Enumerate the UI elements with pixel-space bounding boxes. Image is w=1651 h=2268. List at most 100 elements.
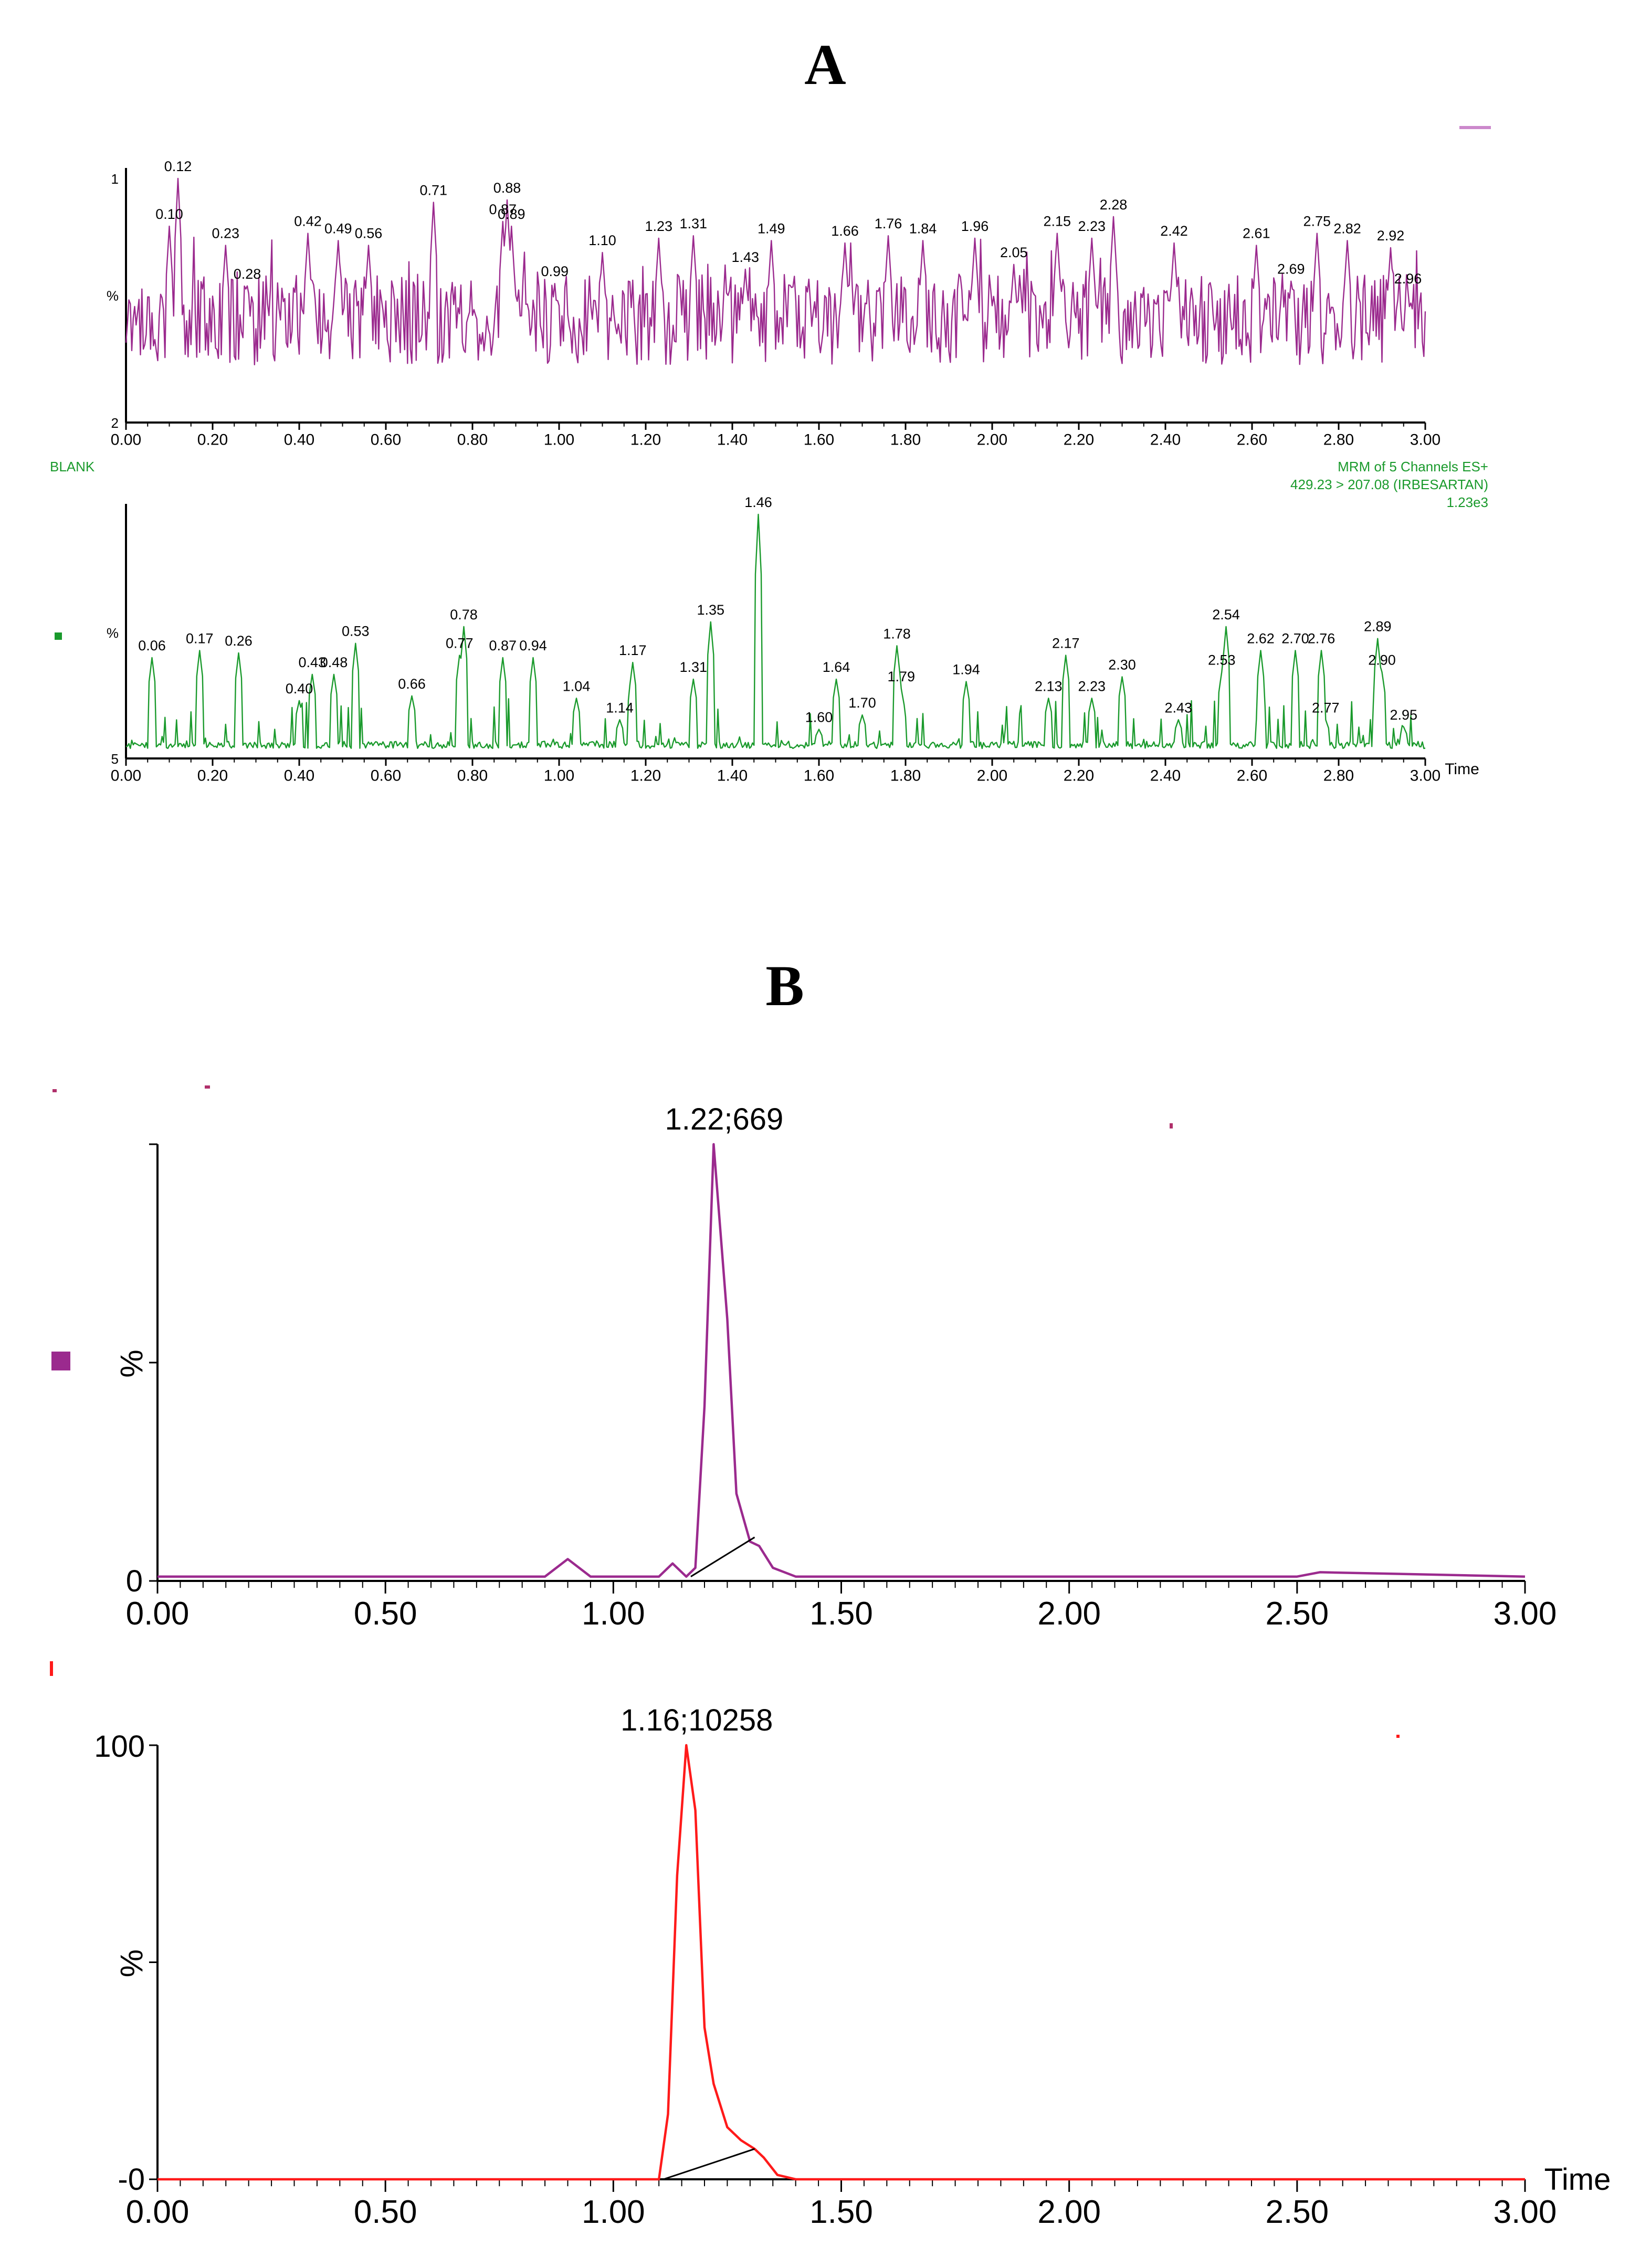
chart-a-top: 0.00 0.20 0.40 0.60 0.80 1.00 1.20 1.40 1.60 1.80…	[107, 159, 1440, 449]
x-tick-label: 2.80	[1323, 767, 1354, 785]
y-tick-label: -0	[118, 2162, 145, 2197]
peak-label: 2.13	[1035, 678, 1063, 694]
peak-label: 2.43	[1164, 700, 1192, 715]
chromatogram-trace	[157, 1143, 1526, 1578]
chromatogram-trace	[157, 1744, 1525, 2181]
x-tick-label: 1.50	[809, 2194, 873, 2230]
x-tick-label: 0.60	[371, 431, 401, 449]
x-tick-label: 0.00	[126, 2194, 190, 2230]
peak-label: 1.31	[679, 659, 707, 675]
x-tick-label: 1.00	[544, 431, 574, 449]
x-tick-label: 2.40	[1150, 431, 1181, 449]
x-tick-label: 0.60	[371, 767, 401, 785]
peak-label: 0.40	[286, 681, 313, 697]
x-tick-label: 2.00	[977, 767, 1007, 785]
chart-title: 1.23e3	[1446, 494, 1488, 510]
scan-mark	[205, 1085, 210, 1089]
peak-label: 1.66	[831, 223, 859, 239]
peak-label: 2.69	[1277, 261, 1305, 277]
x-tick-label: 0.00	[111, 767, 141, 785]
x-tick-label: 0.00	[126, 1596, 190, 1632]
x-tick-label: 0.00	[111, 431, 141, 449]
peak-label: 2.17	[1052, 635, 1080, 651]
chart-title: MRM of 5 Channels ES+	[1338, 459, 1488, 474]
peak-label: 1.70	[848, 695, 876, 711]
peak-label: 0.28	[234, 266, 261, 282]
x-tick-label: 2.50	[1265, 2194, 1329, 2230]
legend-marker	[55, 632, 62, 640]
x-tick-label: 2.60	[1237, 767, 1267, 785]
x-tick-label: 2.00	[1037, 2194, 1101, 2230]
peak-label: 1.60	[805, 710, 833, 725]
peak-label: 0.10	[155, 206, 183, 222]
panel-label-b: B	[765, 954, 804, 1018]
y-tick-label: 0	[126, 1564, 143, 1598]
peak-label: 0.87	[489, 202, 517, 217]
peak-label: 0.71	[419, 183, 447, 198]
peak-label: 1.76	[875, 216, 902, 231]
x-tick-label: 1.50	[809, 1596, 873, 1632]
peak-label: 0.89	[498, 206, 525, 222]
peak-label: 1.14	[606, 700, 634, 715]
peak-label: 2.77	[1312, 700, 1340, 715]
peak-label: 1.96	[961, 218, 989, 234]
x-tick-label: 0.20	[197, 431, 228, 449]
peak-label: 2.23	[1078, 218, 1106, 234]
chart-title: 429.23 > 207.08 (IRBESARTAN)	[1290, 477, 1488, 492]
peak-label: 1.78	[883, 626, 911, 641]
peak-label: 0.99	[541, 263, 569, 279]
peak-label: 0.06	[138, 638, 166, 653]
peak-label: 1.17	[619, 642, 647, 658]
chart-a-bottom: 0.00 0.20 0.40 0.60 0.80 1.00 1.20 1.40 1.60 1.80…	[50, 459, 1488, 785]
x-tick-label: 0.40	[284, 767, 314, 785]
chart-b-top: 0.00 0.50 1.00 1.50 2.00 2.50 3.00 1.22;669% 0	[51, 1102, 1557, 1632]
x-tick-label: 0.40	[284, 431, 314, 449]
x-tick-label: 2.20	[1064, 767, 1094, 785]
y-axis-label: %	[107, 625, 119, 641]
peak-label: 2.62	[1247, 630, 1275, 646]
peak-label: 1.79	[887, 669, 915, 684]
peak-label: 0.43	[298, 655, 326, 670]
x-axis-label: Time	[1445, 761, 1479, 778]
peak-label: 0.26	[225, 633, 253, 649]
integration-line	[663, 2148, 755, 2180]
peak-label: 2.76	[1308, 630, 1335, 646]
x-tick-label: 0.50	[354, 1596, 417, 1632]
panel-label-a: A	[804, 33, 846, 97]
peak-label: 2.30	[1108, 657, 1136, 672]
x-tick-label: 1.00	[544, 767, 574, 785]
peak-label: 1.10	[588, 233, 616, 248]
x-tick-label: 2.00	[1037, 1596, 1101, 1632]
peak-label: 2.90	[1368, 652, 1396, 668]
x-tick-label: 3.00	[1494, 1596, 1557, 1632]
x-tick-label: 0.80	[457, 431, 488, 449]
x-tick-label: 2.00	[977, 431, 1007, 449]
peak-label: 0.94	[519, 638, 547, 653]
peak-label: 1.43	[731, 249, 759, 265]
peak-label: 2.96	[1394, 271, 1422, 287]
peak-label: 0.53	[342, 624, 370, 639]
peak-label: 2.82	[1333, 220, 1361, 236]
y-tick-label: 1	[111, 171, 119, 187]
x-tick-label: 2.20	[1064, 431, 1094, 449]
signal-trace	[125, 513, 1426, 750]
scan-mark	[1459, 126, 1491, 129]
x-tick-label: 1.80	[890, 431, 921, 449]
peak-label: 0.42	[294, 214, 322, 229]
peak-label: 1.84	[909, 220, 937, 236]
integration-line	[690, 1536, 755, 1577]
peak-label: 0.66	[398, 676, 426, 692]
peak-label: 1.31	[679, 216, 707, 231]
x-tick-label: 1.40	[717, 767, 748, 785]
x-tick-label: 2.40	[1150, 767, 1181, 785]
x-tick-label: 1.40	[717, 431, 748, 449]
peak-label: 2.92	[1377, 228, 1405, 244]
y-tick-label: 2	[111, 415, 119, 431]
x-tick-label: 1.60	[804, 431, 834, 449]
y-axis-label: %	[114, 1949, 149, 1977]
peak-label: 1.94	[952, 662, 980, 678]
scan-mark	[50, 1661, 53, 1676]
x-tick-label: 3.00	[1410, 767, 1440, 785]
peak-label: 2.89	[1364, 619, 1392, 635]
